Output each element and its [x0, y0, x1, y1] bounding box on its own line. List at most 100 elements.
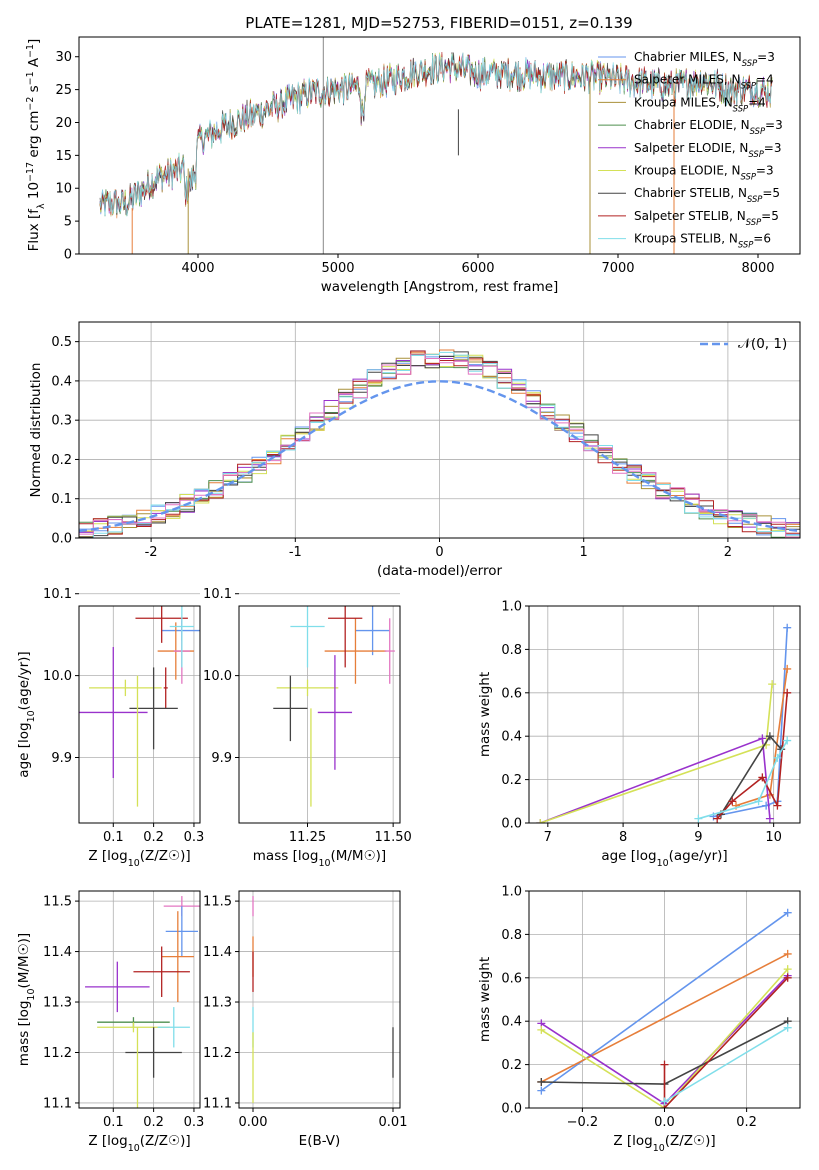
data-point	[79, 646, 148, 778]
x-tick-label: 0.1	[103, 1115, 124, 1130]
y-tick-label: 5	[64, 215, 72, 230]
weight-marker	[783, 1023, 792, 1032]
y-tick-label: 0.5	[51, 335, 72, 350]
x-tick-label: 11.50	[375, 830, 412, 845]
label-fragment: Salpeter ELODIE,	[634, 141, 739, 155]
label-fragment: =3	[765, 118, 783, 132]
x-tick-label: 0.00	[239, 1115, 268, 1130]
label-fragment: SSP	[748, 149, 764, 159]
label-fragment: A	[26, 57, 42, 67]
data-point	[89, 679, 162, 697]
weight-marker	[537, 1086, 546, 1095]
label-fragment: SSP	[733, 103, 749, 113]
label-fragment: N	[732, 73, 741, 87]
weight-marker	[536, 819, 545, 823]
x-tick-label: 2	[724, 545, 732, 560]
y-tick-label: 0.4	[501, 730, 522, 745]
label-fragment: 10	[128, 1143, 140, 1154]
label-fragment: −2	[25, 97, 36, 111]
axes-frame	[238, 890, 401, 1109]
label-fragment: N	[724, 95, 733, 109]
weight-line	[663, 977, 789, 1108]
y-tick-label: 10.1	[203, 587, 232, 602]
data-point	[317, 655, 353, 770]
y-tick-label: 0.1	[51, 492, 72, 507]
y-tick-label: 0.0	[501, 1102, 522, 1117]
data-point	[161, 911, 194, 1003]
label-fragment: mass [	[253, 848, 298, 864]
y-tick-label: 0.4	[501, 1015, 522, 1030]
y-tick-label: 10.1	[43, 587, 72, 602]
y-tick-label: 11.2	[203, 1046, 232, 1061]
data-point	[129, 667, 178, 750]
x-axis-label: (data-model)/error	[377, 563, 503, 579]
y-axis-label: Normed distribution	[28, 363, 44, 498]
y-tick-label: 11.3	[203, 996, 232, 1011]
data-point	[328, 606, 363, 668]
x-tick-label: 8000	[741, 261, 774, 276]
axes-frame	[78, 605, 201, 824]
y-axis-label: Flux [fλ 10−17 erg cm−2 s−1 A−1]	[25, 39, 47, 252]
y-tick-label: 11.1	[203, 1096, 232, 1111]
label-fragment: SSP	[738, 240, 754, 250]
plot-area	[537, 908, 792, 1108]
y-axis-label: mass [log10(M/M☉)]	[16, 933, 37, 1066]
x-tick-label: 11.25	[289, 830, 326, 845]
weight-marker	[783, 623, 792, 632]
histogram-step	[79, 353, 800, 538]
label-fragment: wavelength [Angstrom, rest frame]	[321, 279, 559, 295]
x-tick-label: −0.2	[567, 1115, 599, 1130]
data-point	[290, 606, 325, 668]
x-tick-label: 0.2	[143, 830, 164, 845]
label-fragment: Z [	[88, 1133, 107, 1149]
weight-marker	[783, 973, 792, 982]
label-fragment: Chabrier MILES,	[634, 50, 733, 64]
label-fragment: Chabrier STELIB,	[634, 186, 738, 200]
label-fragment: mass [	[16, 1021, 32, 1066]
x-axis-label: age [log10(age/yr)]	[601, 848, 727, 869]
x-tick-label: 10	[765, 830, 782, 845]
label-fragment: N	[733, 50, 742, 64]
label-fragment: 10	[318, 858, 330, 869]
x-tick-label: 0.2	[143, 1115, 164, 1130]
label-fragment: 10	[657, 858, 669, 869]
y-tick-label: 0.2	[501, 1058, 522, 1073]
label-fragment: 10	[128, 858, 140, 869]
weight-line	[713, 627, 788, 818]
x-tick-label: 0.0	[654, 1115, 675, 1130]
label-fragment: Z [	[613, 1133, 632, 1149]
legend-label: Salpeter ELODIE, NSSP=3	[634, 141, 782, 159]
legend-label: Chabrier MILES, NSSP=3	[634, 50, 775, 68]
panel-age-vs-mass: 11.25 11.50 9.9 10.0 10.1 mass [log10(M/M☉)]	[203, 587, 412, 869]
weight-marker	[694, 814, 703, 823]
panel-spectrum: 4000 5000 6000 7000 8000 0 5 10 15 20 25 30 waveleng…	[25, 14, 801, 295]
data-point	[165, 906, 198, 957]
label-fragment: log	[298, 848, 319, 864]
y-axis-label: mass weight	[477, 957, 493, 1042]
data-point	[169, 606, 194, 668]
weight-line	[540, 953, 789, 1083]
label-fragment: Chabrier ELODIE,	[634, 118, 741, 132]
label-fragment: s	[26, 85, 42, 92]
weight-marker	[537, 1077, 546, 1086]
y-tick-label: 0.2	[51, 453, 72, 468]
label-fragment: N	[738, 186, 747, 200]
panel-mass-vs-Z: 0.1 0.2 0.311.111.211.311.411.5Z [log10(Z/…	[16, 890, 205, 1154]
label-fragment: N	[729, 232, 738, 246]
label-fragment: 10	[26, 182, 42, 199]
y-tick-label: 11.4	[203, 945, 232, 960]
chart-title: PLATE=1281, MJD=52753, FIBERID=0151, z=0…	[245, 14, 632, 32]
weight-marker	[783, 688, 792, 697]
label-fragment: Kroupa ELODIE,	[634, 164, 732, 178]
axes-frame	[78, 36, 801, 255]
weight-marker	[768, 680, 777, 689]
x-tick-label: 0.3	[184, 1115, 205, 1130]
legend: 𝒩(0, 1)	[700, 336, 787, 352]
label-fragment: =4	[748, 95, 766, 109]
y-tick-label: 10.0	[43, 669, 72, 684]
y-axis-label: mass weight	[477, 672, 493, 757]
plot-area	[99, 37, 773, 254]
data-point	[384, 618, 395, 684]
y-tick-label: 11.5	[43, 895, 72, 910]
x-axis-label: Z [log10(Z/Z☉)]	[613, 1133, 715, 1154]
